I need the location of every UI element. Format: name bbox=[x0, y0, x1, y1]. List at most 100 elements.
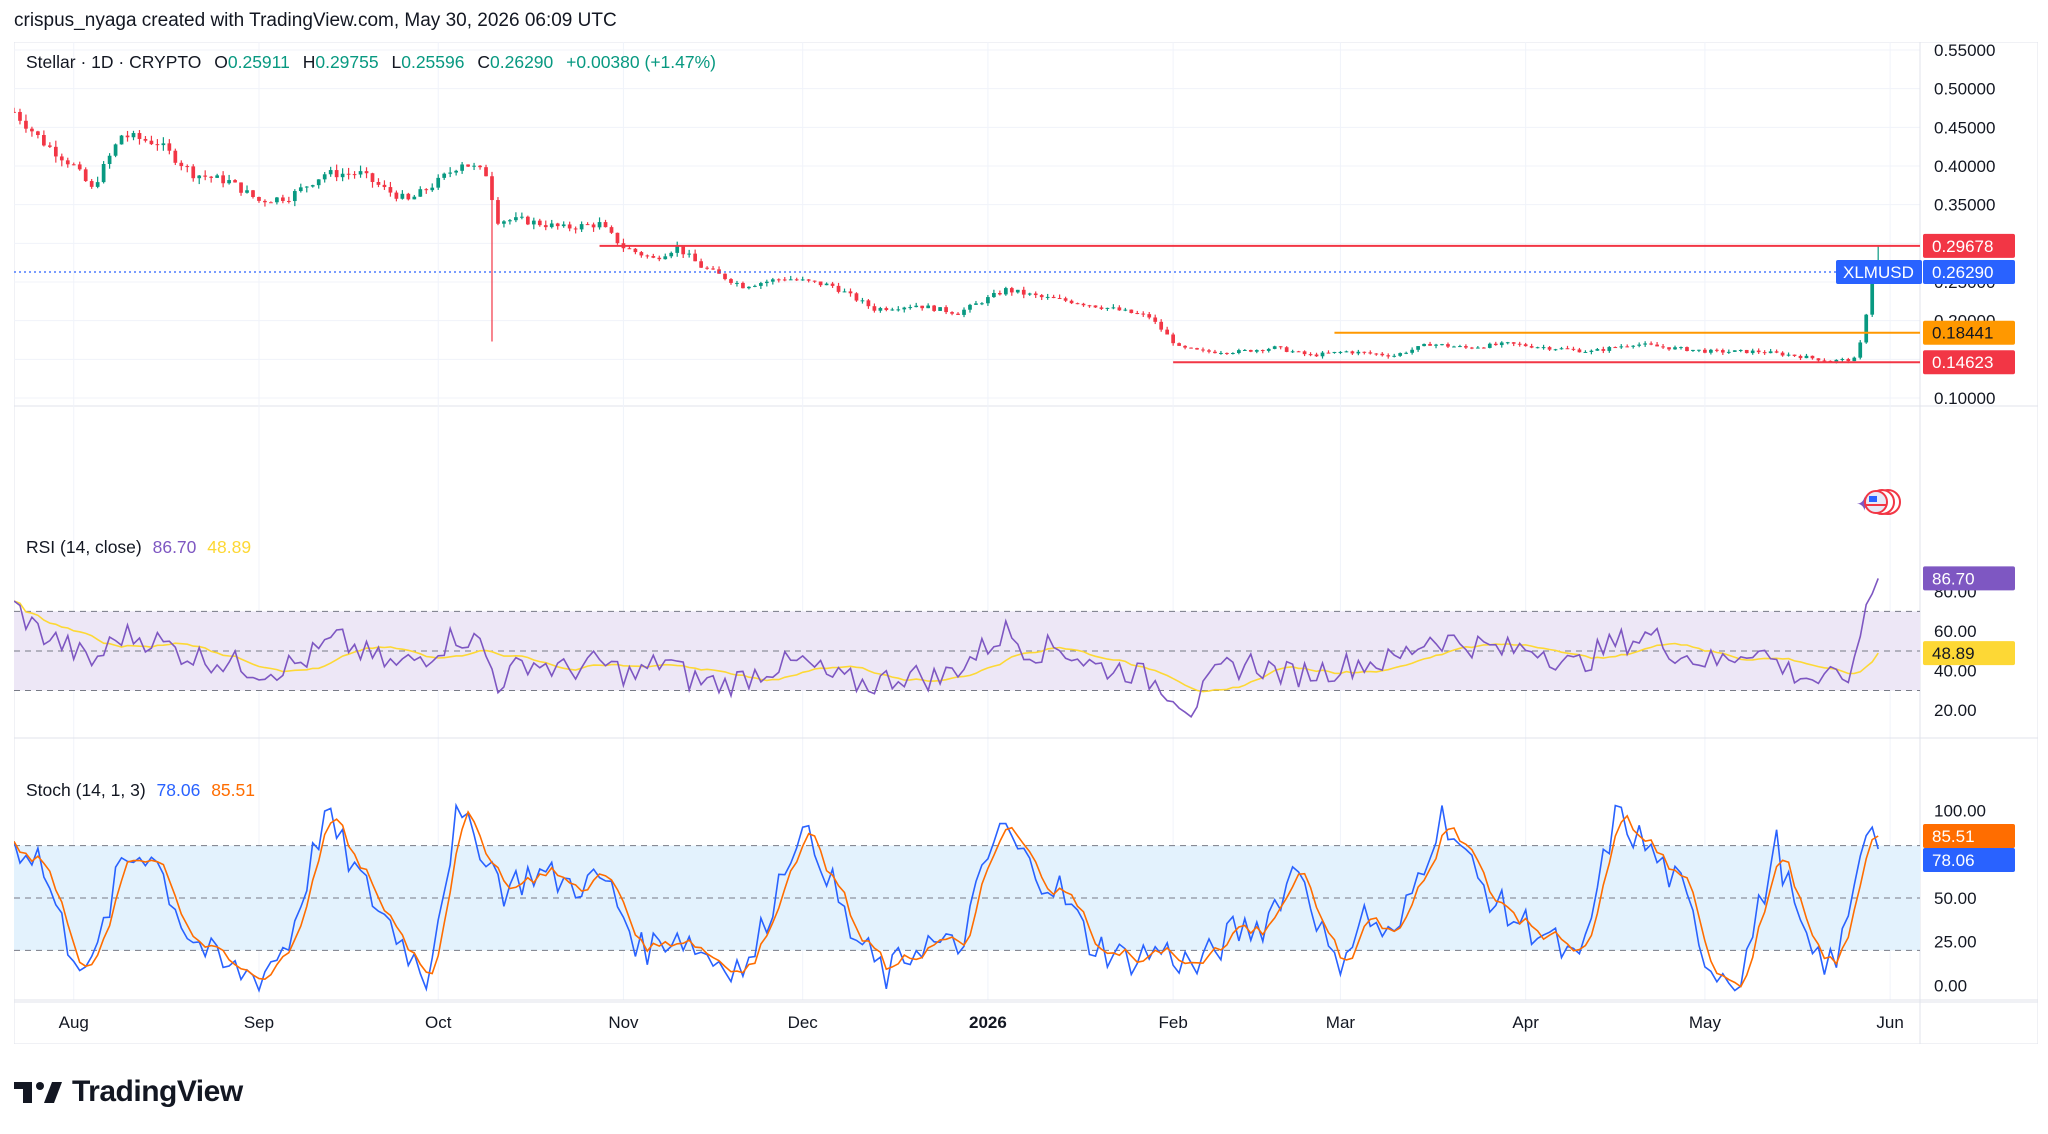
rsi-legend[interactable]: RSI (14, close) 86.70 48.89 bbox=[26, 537, 251, 557]
rsi-legend-value: 86.70 bbox=[153, 537, 197, 557]
candle-body bbox=[1314, 354, 1319, 357]
candle-body bbox=[89, 181, 94, 187]
stoch-pane[interactable]: 100.00 50.00 25.00 0.00 78.06 85.51 Stoch (1… bbox=[13, 780, 2038, 1003]
candle-body bbox=[155, 144, 160, 146]
candle-body bbox=[1446, 344, 1450, 347]
candle-body bbox=[1732, 350, 1737, 352]
stoch-k-legend-value: 78.06 bbox=[157, 780, 201, 800]
stoch-legend-title: Stoch (14, 1, 3) bbox=[26, 780, 146, 800]
candle-body bbox=[723, 273, 727, 280]
candle-body bbox=[412, 196, 417, 200]
candle-body bbox=[1481, 347, 1486, 349]
stoch-y-axis[interactable]: 100.00 50.00 25.00 0.00 bbox=[1934, 802, 1986, 996]
candle-body bbox=[1661, 346, 1665, 348]
candle-body bbox=[143, 138, 148, 141]
candle-body bbox=[65, 160, 70, 165]
candle-body bbox=[508, 220, 512, 222]
price-pane[interactable]: 0.550000.500000.450000.400000.350000.300… bbox=[12, 41, 2038, 1044]
candle-body bbox=[525, 216, 530, 225]
stoch-bands bbox=[14, 845, 2038, 1003]
stoch-legend[interactable]: Stoch (14, 1, 3) 78.06 85.51 bbox=[26, 780, 255, 800]
chart-frame[interactable]: 0.550000.500000.450000.400000.350000.300… bbox=[12, 41, 2039, 1045]
candle-body bbox=[1266, 348, 1271, 351]
candle-body bbox=[1171, 334, 1175, 344]
event-markers[interactable]: ✦ bbox=[1856, 489, 1901, 516]
candle-body bbox=[1535, 347, 1540, 349]
candle-body bbox=[770, 279, 775, 282]
price-tick-label: 0.45000 bbox=[1934, 118, 1995, 137]
candle-body bbox=[1458, 346, 1462, 348]
candle-body bbox=[125, 135, 130, 138]
resistance-badge-bg bbox=[1923, 233, 2015, 258]
tradingview-logo[interactable]: TradingView bbox=[14, 1072, 243, 1112]
candle-body bbox=[1225, 352, 1229, 354]
candle-body bbox=[794, 279, 799, 281]
candle-body bbox=[920, 305, 925, 309]
candle-body bbox=[1810, 355, 1815, 359]
candle-body bbox=[263, 200, 267, 203]
candle-body bbox=[1398, 353, 1403, 356]
price-levels[interactable] bbox=[14, 244, 1920, 364]
candle-body bbox=[239, 182, 243, 193]
candle-body bbox=[310, 185, 315, 187]
time-tick-label: Aug bbox=[59, 1013, 89, 1032]
price-tick-label: 0.55000 bbox=[1934, 42, 1995, 60]
candle-body bbox=[1242, 349, 1247, 351]
candle-body bbox=[1003, 288, 1008, 295]
candle-body bbox=[1553, 349, 1558, 351]
candle-body bbox=[1057, 298, 1062, 300]
candle-body bbox=[119, 135, 124, 145]
candle-body bbox=[1272, 346, 1277, 349]
candle-body bbox=[1726, 351, 1731, 353]
candle-body bbox=[657, 257, 662, 260]
candle-body bbox=[842, 291, 847, 293]
chart-svg[interactable]: 0.550000.500000.450000.400000.350000.300… bbox=[12, 41, 2039, 1045]
candle-body bbox=[1129, 309, 1134, 314]
time-tick-label: Oct bbox=[425, 1013, 452, 1032]
candle-body bbox=[400, 193, 405, 199]
candle-body bbox=[1392, 355, 1397, 357]
candle-body bbox=[693, 253, 697, 262]
candle-body bbox=[1183, 345, 1187, 348]
candle-body bbox=[1434, 344, 1438, 346]
candle-body bbox=[663, 256, 668, 260]
candle-body bbox=[281, 197, 285, 201]
range-top-badge-bg bbox=[1923, 320, 2015, 345]
candle-body bbox=[812, 280, 817, 282]
time-tick-label: 2026 bbox=[969, 1013, 1007, 1032]
candle-body bbox=[902, 307, 907, 310]
candle-body bbox=[591, 224, 596, 228]
candle-body bbox=[149, 140, 154, 145]
candle-body bbox=[1135, 313, 1140, 315]
candle-body bbox=[830, 283, 835, 286]
candle-body bbox=[358, 171, 363, 175]
stoch-badges: 78.06 85.51 bbox=[1923, 824, 2015, 873]
candle-body bbox=[627, 248, 632, 250]
price-legend[interactable]: Stellar · 1D · CRYPTO O0.25911 H0.29755 … bbox=[26, 52, 716, 72]
candle-body bbox=[1523, 344, 1528, 347]
candle-body bbox=[298, 187, 303, 192]
candle-body bbox=[1804, 355, 1809, 359]
candle-body bbox=[1679, 347, 1683, 349]
legend-open-value: 0.25911 bbox=[228, 52, 290, 72]
candle-body bbox=[1374, 353, 1379, 355]
time-axis[interactable]: Aug Sep Oct Nov Dec 2026 Feb Mar Apr May Jun bbox=[14, 999, 2038, 1032]
candle-body bbox=[1720, 350, 1725, 353]
candle-body bbox=[1093, 305, 1098, 308]
candle-body bbox=[603, 222, 608, 228]
candle-body bbox=[561, 224, 566, 227]
candle-body bbox=[209, 176, 214, 178]
candle-body bbox=[806, 279, 811, 281]
candle-body bbox=[185, 166, 190, 168]
candle-body bbox=[1296, 351, 1301, 353]
candle-body bbox=[687, 253, 692, 255]
candle-body bbox=[1027, 293, 1032, 295]
candle-body bbox=[1499, 342, 1504, 346]
candle-body bbox=[1033, 293, 1038, 296]
candle-body bbox=[1493, 343, 1498, 346]
candle-body bbox=[962, 309, 966, 315]
candle-body bbox=[286, 200, 291, 202]
candle-body bbox=[1697, 349, 1701, 351]
